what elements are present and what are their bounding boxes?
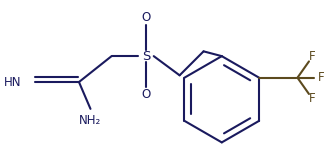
Text: F: F	[318, 71, 324, 84]
Text: O: O	[142, 88, 151, 101]
Text: NH₂: NH₂	[79, 114, 102, 127]
Text: F: F	[308, 92, 315, 105]
Text: O: O	[142, 11, 151, 24]
Text: F: F	[308, 50, 315, 63]
Text: S: S	[142, 50, 150, 63]
Text: HN: HN	[4, 76, 21, 88]
